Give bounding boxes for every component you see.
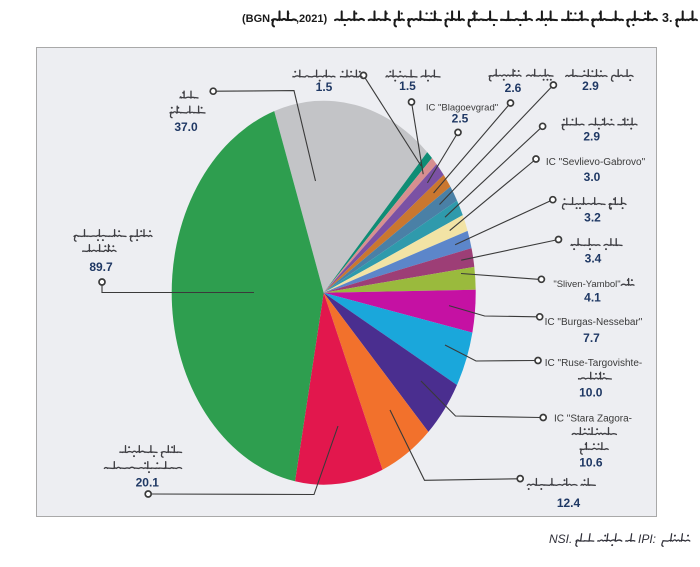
svg-text:2.5: 2.5 (452, 112, 469, 126)
svg-text:37.0: 37.0 (174, 120, 198, 134)
svg-text:3.: 3. (662, 11, 672, 25)
svg-text:IC "Sevlievo-Gabrovo": IC "Sevlievo-Gabrovo" (546, 157, 646, 168)
svg-text:4.1: 4.1 (584, 291, 601, 305)
svg-text:3.4: 3.4 (585, 252, 602, 266)
svg-text:IC "Stara Zagora-: IC "Stara Zagora- (554, 414, 632, 425)
svg-text:,2021): ,2021) (296, 13, 328, 25)
svg-text:2.6: 2.6 (505, 81, 522, 95)
svg-text:NSI.: NSI. (549, 532, 572, 546)
svg-text:10.0: 10.0 (579, 386, 603, 400)
svg-text:IC "Blagoevgrad": IC "Blagoevgrad" (426, 103, 498, 114)
svg-text:(BGN: (BGN (242, 13, 270, 25)
svg-text:IPI:: IPI: (638, 532, 656, 546)
svg-text:IC "Burgas-Nessebar": IC "Burgas-Nessebar" (545, 317, 643, 328)
svg-text:2.9: 2.9 (583, 130, 600, 144)
svg-text:1.5: 1.5 (399, 79, 416, 93)
svg-text:3.0: 3.0 (584, 170, 601, 184)
svg-text:2.9: 2.9 (582, 79, 599, 93)
svg-text:7.7: 7.7 (583, 331, 600, 345)
svg-text:10.6: 10.6 (579, 456, 603, 470)
svg-text:1.5: 1.5 (316, 80, 333, 94)
svg-text:IC "Ruse-Targovishte-: IC "Ruse-Targovishte- (545, 358, 642, 369)
svg-text:3.2: 3.2 (584, 211, 601, 225)
svg-text:89.7: 89.7 (89, 260, 113, 274)
svg-text:12.4: 12.4 (557, 496, 581, 510)
svg-text:"Sliven-Yambol": "Sliven-Yambol" (553, 279, 620, 290)
svg-text:20.1: 20.1 (136, 476, 160, 490)
